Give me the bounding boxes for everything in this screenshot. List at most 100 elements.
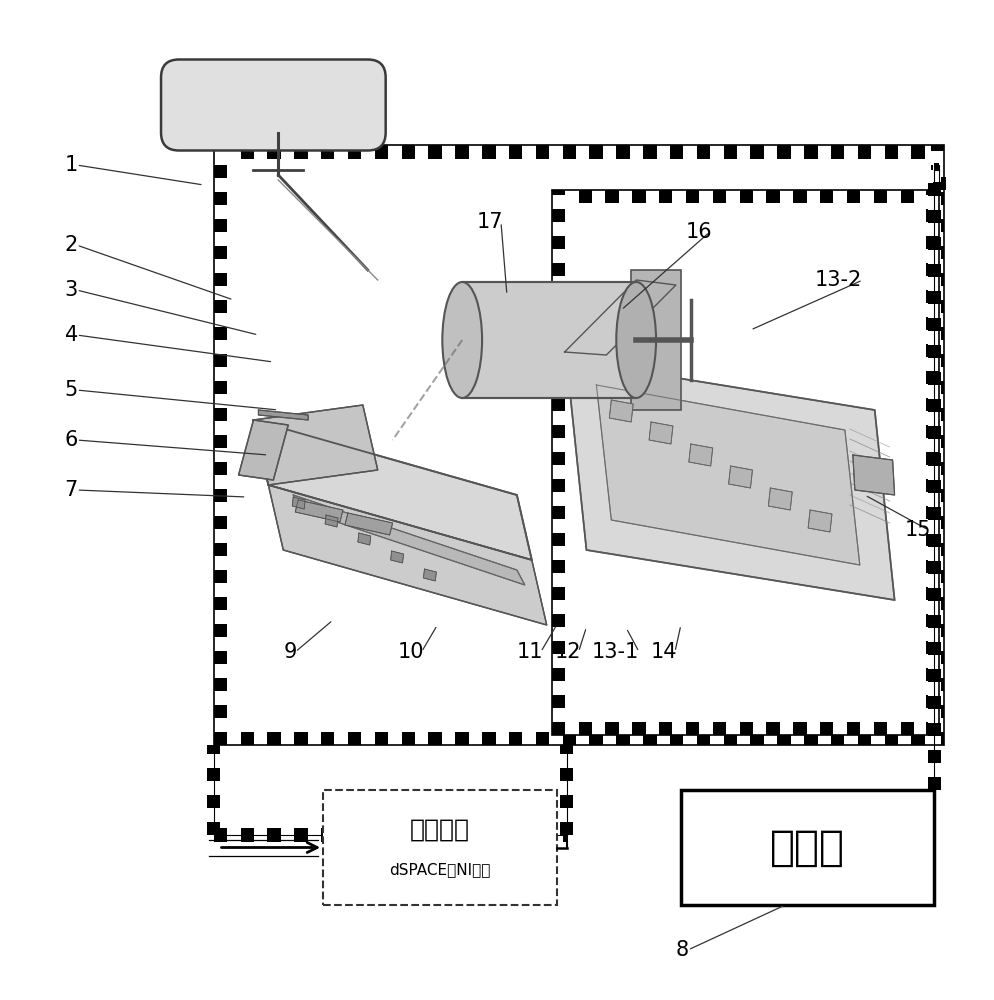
Polygon shape — [609, 400, 633, 422]
Text: 13-1: 13-1 — [591, 642, 639, 662]
Bar — [927, 170, 941, 182]
Bar — [930, 569, 944, 583]
Bar — [214, 421, 228, 434]
Bar — [727, 722, 740, 735]
Bar — [932, 165, 946, 176]
Bar — [926, 465, 939, 478]
Bar — [930, 610, 944, 624]
Bar — [777, 145, 790, 158]
Bar — [844, 732, 858, 745]
Bar — [656, 732, 670, 745]
Bar — [927, 358, 941, 371]
Text: 16: 16 — [686, 222, 713, 242]
Bar — [415, 145, 428, 158]
Bar — [926, 357, 939, 370]
Bar — [214, 596, 228, 610]
Bar — [926, 235, 939, 249]
Bar — [930, 380, 944, 394]
Bar — [777, 732, 790, 745]
Bar — [509, 732, 523, 745]
Bar — [362, 732, 375, 745]
Bar — [214, 637, 228, 650]
Bar — [552, 222, 566, 235]
Bar — [697, 145, 710, 158]
Bar — [280, 828, 294, 842]
Bar — [388, 828, 402, 842]
Bar — [926, 249, 939, 262]
Bar — [214, 502, 228, 516]
Bar — [549, 828, 563, 842]
Bar — [552, 559, 566, 573]
Bar — [930, 462, 944, 475]
Bar — [552, 722, 566, 735]
Bar — [482, 732, 496, 745]
Bar — [927, 574, 941, 587]
Text: 11: 11 — [517, 642, 544, 662]
Bar — [930, 286, 944, 300]
Bar — [207, 768, 221, 781]
Bar — [388, 145, 402, 158]
Bar — [871, 732, 885, 745]
Text: 10: 10 — [398, 642, 424, 662]
Bar — [552, 613, 566, 627]
Bar — [592, 722, 605, 735]
Bar — [402, 828, 415, 842]
Bar — [321, 828, 334, 842]
Bar — [930, 596, 944, 610]
Bar — [323, 790, 557, 905]
Text: 1: 1 — [65, 155, 78, 175]
Bar — [552, 195, 566, 209]
Bar — [861, 722, 874, 735]
Bar — [214, 232, 228, 245]
Polygon shape — [391, 551, 404, 563]
Bar — [673, 722, 686, 735]
Bar — [362, 828, 375, 842]
Bar — [656, 145, 670, 158]
Bar — [885, 732, 899, 745]
Bar — [927, 682, 941, 696]
Bar — [552, 532, 566, 546]
Bar — [930, 664, 944, 678]
Polygon shape — [729, 466, 752, 488]
Bar — [930, 475, 944, 488]
Polygon shape — [768, 488, 792, 510]
Bar — [267, 145, 281, 158]
Bar — [700, 722, 713, 735]
Bar — [334, 732, 348, 745]
Bar — [552, 317, 566, 330]
Bar — [241, 732, 254, 745]
Bar — [375, 732, 389, 745]
Bar — [807, 722, 820, 735]
Bar — [753, 190, 766, 203]
Bar — [552, 586, 566, 600]
Bar — [630, 732, 643, 745]
Text: 6: 6 — [65, 430, 78, 450]
Bar — [308, 732, 321, 745]
Bar — [930, 489, 944, 502]
Bar — [930, 327, 944, 340]
Bar — [560, 754, 574, 768]
Bar — [930, 245, 944, 259]
Bar — [552, 465, 566, 478]
Polygon shape — [358, 533, 371, 545]
Bar — [888, 722, 901, 735]
Text: dSPACE、NI平台: dSPACE、NI平台 — [390, 862, 490, 877]
Bar — [643, 145, 657, 158]
Bar — [214, 448, 228, 462]
Bar — [509, 145, 523, 158]
Bar — [930, 313, 944, 326]
Text: 14: 14 — [651, 642, 678, 662]
Bar — [926, 492, 939, 505]
Bar — [388, 732, 402, 745]
Text: 17: 17 — [477, 212, 504, 232]
Bar — [579, 722, 592, 735]
Polygon shape — [565, 280, 676, 355]
Bar — [605, 722, 619, 735]
Bar — [926, 344, 939, 357]
Bar — [294, 828, 308, 842]
Bar — [523, 732, 536, 745]
Bar — [938, 145, 944, 158]
Bar — [552, 694, 566, 708]
Bar — [589, 732, 602, 745]
Bar — [926, 452, 939, 465]
